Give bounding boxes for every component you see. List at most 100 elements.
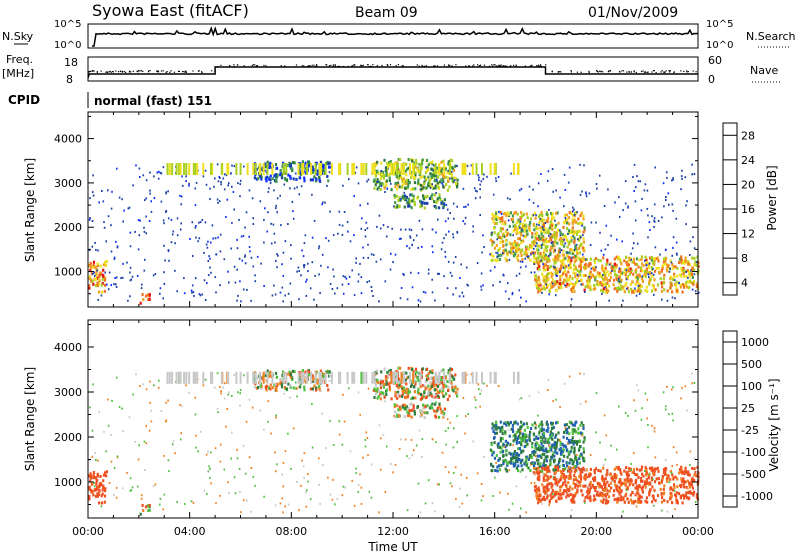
power-cell	[624, 180, 627, 183]
power-cell	[431, 160, 434, 164]
power-cell	[285, 163, 288, 175]
power-cell	[601, 281, 604, 285]
power-cell	[588, 192, 591, 195]
power-cell	[392, 261, 394, 263]
velocity-cell	[615, 474, 618, 478]
power-cell	[610, 234, 612, 237]
velocity-cell	[440, 387, 443, 391]
nave-point	[509, 65, 511, 68]
power-cell	[245, 211, 248, 214]
noise-tick-top-right: 10^5	[706, 19, 733, 30]
velocity-cell	[92, 383, 94, 386]
power-cell	[483, 173, 485, 176]
power-cell	[537, 283, 540, 287]
velocity-cell	[549, 493, 552, 497]
power-cell	[333, 275, 335, 278]
nave-point	[162, 70, 164, 72]
velocity-cell	[562, 489, 566, 493]
velocity-cell	[413, 390, 416, 394]
power-cell	[445, 233, 447, 236]
power-cell	[176, 217, 179, 220]
power-cell	[368, 280, 371, 283]
power-cell	[607, 289, 610, 293]
power-cell	[209, 198, 211, 201]
velocity-cell	[494, 469, 497, 472]
power-cell	[480, 288, 483, 291]
power-cell	[326, 175, 329, 178]
velocity-cell	[608, 489, 611, 493]
power-cell	[183, 277, 185, 280]
velocity-cell	[547, 439, 550, 443]
velocity-cell	[101, 488, 104, 492]
power-cell	[259, 200, 262, 203]
velocity-cell	[490, 462, 493, 466]
power-cell	[420, 167, 423, 171]
velocity-cell	[645, 471, 648, 475]
power-cell	[537, 227, 540, 231]
velocity-cell	[649, 488, 652, 492]
velocity-cell	[551, 451, 554, 454]
power-cell	[258, 173, 261, 177]
power-cell	[501, 240, 504, 244]
power-cell	[406, 185, 410, 189]
power-cell	[615, 255, 618, 259]
nave-point	[256, 65, 258, 67]
power-cell	[353, 195, 355, 198]
nave-point	[683, 70, 685, 72]
power-cell	[592, 275, 595, 279]
power-cell	[185, 163, 188, 175]
velocity-cell	[633, 499, 637, 503]
power-cell	[275, 176, 278, 180]
velocity-cell	[691, 382, 693, 385]
velocity-cell	[279, 377, 282, 381]
velocity-cell	[91, 490, 94, 494]
velocity-cell	[638, 485, 641, 488]
velocity-cell	[308, 372, 311, 376]
power-cell	[438, 196, 441, 199]
power-cell	[372, 295, 374, 297]
power-cell	[148, 297, 151, 301]
velocity-cell	[533, 461, 537, 465]
velocity-cell	[513, 421, 517, 425]
power-cell	[291, 201, 294, 203]
velocity-cell	[452, 389, 455, 393]
power-cell	[376, 178, 379, 182]
velocity-cell	[553, 458, 556, 462]
power-cell	[427, 268, 430, 271]
velocity-cell	[566, 427, 569, 431]
power-cell	[425, 166, 427, 169]
power-cell	[321, 172, 324, 175]
velocity-cell	[648, 493, 651, 497]
power-cell	[614, 201, 616, 204]
power-cell	[531, 240, 534, 244]
power-cell	[233, 165, 236, 168]
power-cell	[632, 257, 635, 261]
power-cell	[582, 214, 585, 218]
power-cell	[145, 179, 148, 182]
velocity-cell	[551, 427, 554, 430]
power-cell	[254, 280, 257, 283]
power-cell	[303, 266, 305, 269]
power-cell	[168, 259, 170, 262]
velocity-cell	[231, 395, 233, 397]
power-cell	[519, 220, 522, 223]
nave-tick-bottom: 0	[708, 73, 715, 86]
velocity-cell	[567, 451, 570, 454]
power-cell	[560, 286, 563, 289]
power-cell	[102, 274, 105, 277]
power-cell	[503, 274, 505, 277]
velocity-cell	[561, 452, 564, 456]
velocity-cell	[616, 484, 619, 488]
velocity-cell	[686, 496, 689, 500]
velocity-cell	[651, 500, 654, 504]
velocity-cell	[598, 482, 601, 486]
power-cell	[491, 240, 494, 244]
power-cell	[394, 185, 397, 189]
velocity-cell	[552, 425, 555, 429]
power-cell	[686, 200, 688, 203]
velocity-cell	[587, 492, 590, 496]
power-cell	[192, 291, 195, 294]
velocity-cell	[397, 377, 401, 381]
